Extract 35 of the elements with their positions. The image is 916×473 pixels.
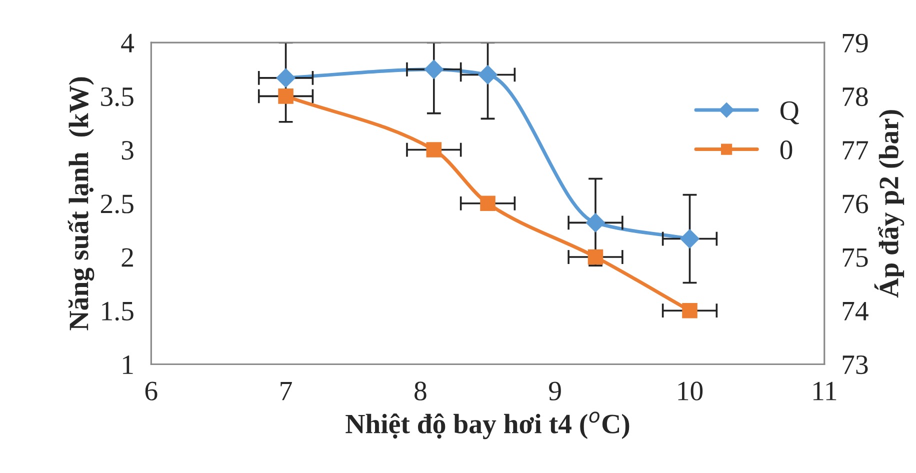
y2-tick-label: 73 [842,355,868,374]
y2-axis-title: Áp đẩy p2 (bar) [874,110,904,298]
y-tick-label: 4 [121,34,134,52]
x-axis-title: Nhiệt độ bay hơi t4 ($^{o}$C) [346,412,630,440]
point [426,142,442,158]
y-axis-title: Năng suất lạnh (kW) [68,77,94,330]
y-tick-label: 2.5 [100,194,134,214]
y2-tick-label: 79 [842,34,868,52]
y2-tick-label: 76 [842,194,868,214]
y-tick-label: 3.5 [101,87,134,106]
point [682,302,698,318]
x-tick-label: 11 [813,382,836,400]
y-tick-label: 2 [122,248,133,267]
point [478,65,498,84]
y-tick-label: 3 [122,141,134,160]
y-tick-label: 1 [123,356,133,374]
point [588,249,604,265]
point [586,213,606,232]
y-tick-label: 1.5 [102,302,134,321]
y2-tick-label: 74 [842,302,868,320]
point [278,88,294,104]
y2-tick-label: 78 [842,87,868,106]
point [680,229,700,248]
legend-label: Q [780,101,799,124]
x-tick-label: 7 [280,382,292,400]
y2-tick-label: 75 [842,248,868,267]
x-tick-label: 6 [145,382,158,400]
legend-label: 0 [780,140,792,160]
x-tick-label: 9 [549,382,561,400]
point [424,60,444,79]
point [276,68,296,88]
y2-tick-label: 77 [842,141,868,160]
x-tick-label: 10 [678,382,703,400]
point [480,196,496,212]
x-tick-label: 8 [414,382,426,400]
